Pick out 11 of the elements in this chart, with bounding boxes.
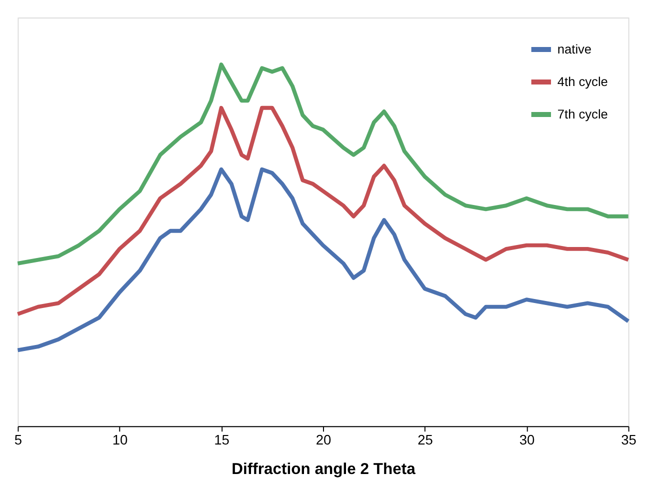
x-tick-label: 15 xyxy=(214,432,230,448)
x-axis-title: Diffraction angle 2 Theta xyxy=(232,460,416,478)
x-tick-label: 30 xyxy=(519,432,536,448)
legend-label: 7th cycle xyxy=(557,106,608,122)
legend-label: 4th cycle xyxy=(557,74,608,89)
x-tick-label: 10 xyxy=(112,432,128,448)
x-tick-label: 20 xyxy=(316,432,332,448)
x-tick-label: 5 xyxy=(14,432,22,448)
x-tick-label: 25 xyxy=(418,432,434,448)
legend-label: native xyxy=(557,41,592,56)
x-tick-label: 35 xyxy=(621,432,637,448)
